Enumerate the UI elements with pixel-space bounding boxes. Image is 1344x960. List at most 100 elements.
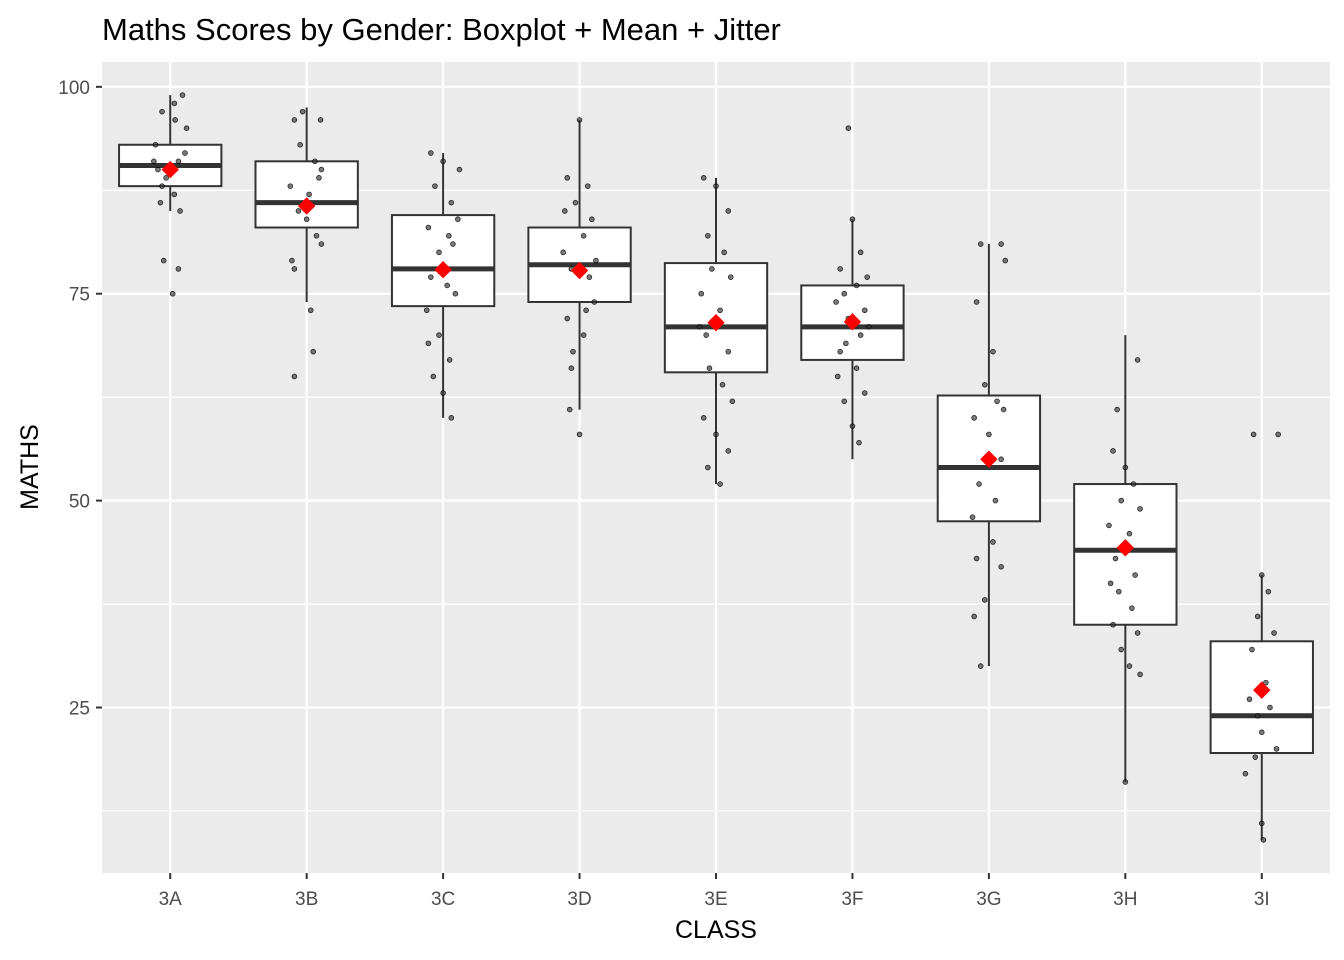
data-point: [1110, 448, 1116, 454]
data-point: [717, 481, 723, 487]
data-point: [986, 431, 992, 438]
data-point: [1254, 613, 1261, 620]
data-point: [990, 348, 996, 355]
data-point: [303, 216, 310, 223]
x-tick-label: 3H: [1113, 889, 1137, 910]
jitter-points: [151, 92, 1281, 843]
data-point: [310, 348, 317, 355]
data-point: [593, 257, 599, 264]
data-point: [564, 315, 571, 322]
data-point: [576, 117, 583, 123]
data-point: [834, 373, 841, 380]
data-point: [981, 597, 988, 603]
box-iqr: [390, 214, 496, 308]
data-point: [843, 340, 849, 347]
data-point: [566, 406, 573, 413]
data-point: [157, 199, 164, 206]
x-tick-label: 3I: [1254, 889, 1270, 910]
data-point: [564, 175, 571, 181]
data-point: [856, 439, 862, 446]
data-point: [580, 332, 587, 338]
data-point: [291, 373, 298, 380]
data-point: [849, 216, 856, 223]
data-point: [990, 539, 996, 545]
data-point: [976, 481, 982, 487]
data-point: [725, 348, 732, 355]
data-point: [1000, 406, 1007, 413]
data-point: [1273, 746, 1280, 752]
data-point: [727, 274, 734, 280]
data-point: [1250, 431, 1257, 438]
mean-markers: [161, 160, 1271, 699]
data-point: [450, 241, 456, 247]
mean-marker: [1253, 681, 1271, 699]
data-point: [837, 348, 843, 355]
data-point: [1242, 770, 1249, 777]
y-tick-label: 100: [58, 78, 90, 99]
data-point: [1265, 588, 1272, 595]
data-point: [709, 266, 715, 272]
data-point: [703, 332, 709, 338]
data-point: [570, 348, 576, 355]
data-point: [1126, 530, 1133, 537]
data-point: [175, 158, 182, 165]
data-point: [171, 191, 178, 198]
data-point: [307, 307, 314, 314]
data-point: [1130, 481, 1137, 487]
data-point: [729, 398, 736, 405]
data-point: [159, 108, 165, 115]
data-point: [159, 183, 165, 189]
data-point: [992, 497, 999, 504]
boxplots: [118, 95, 1314, 840]
data-point: [705, 232, 711, 239]
data-point: [969, 514, 976, 520]
data-point: [152, 141, 159, 148]
data-point: [1258, 729, 1265, 736]
data-point: [589, 216, 595, 223]
data-point: [182, 150, 188, 156]
data-point: [1132, 572, 1138, 578]
data-point: [291, 117, 298, 123]
data-point: [706, 365, 713, 371]
data-point: [425, 224, 432, 231]
data-point: [160, 257, 167, 264]
data-point: [169, 290, 176, 297]
data-point: [1129, 605, 1135, 611]
data-point: [1249, 646, 1255, 653]
y-tick-label: 75: [69, 285, 90, 306]
data-point: [312, 158, 318, 165]
data-point: [853, 365, 860, 371]
data-point: [175, 266, 182, 272]
data-point: [973, 555, 980, 562]
data-point: [425, 340, 432, 347]
data-point: [857, 249, 864, 256]
data-point: [560, 249, 566, 256]
mean-marker: [434, 261, 452, 279]
data-point: [432, 183, 438, 189]
mean-marker: [297, 197, 316, 215]
mean-marker: [707, 313, 725, 332]
data-point: [971, 415, 977, 421]
data-point: [1118, 497, 1125, 504]
data-point: [973, 299, 980, 305]
data-point: [705, 464, 711, 471]
data-point: [576, 431, 583, 438]
data-point: [440, 390, 446, 396]
data-point: [1134, 630, 1141, 636]
y-tick-label: 50: [69, 492, 90, 513]
data-point: [1137, 506, 1143, 512]
x-tick-label: 3D: [567, 889, 591, 910]
x-axis-title: CLASS: [675, 916, 757, 944]
data-point: [841, 290, 848, 297]
data-point: [998, 241, 1004, 247]
data-point: [998, 456, 1004, 463]
data-point: [584, 183, 591, 189]
data-point: [725, 448, 732, 454]
x-tick-label: 3A: [159, 889, 183, 910]
data-point: [289, 257, 295, 264]
data-point: [423, 307, 430, 314]
data-point: [1002, 257, 1009, 264]
data-point: [857, 332, 864, 338]
data-point: [428, 150, 434, 156]
data-point: [440, 158, 446, 165]
